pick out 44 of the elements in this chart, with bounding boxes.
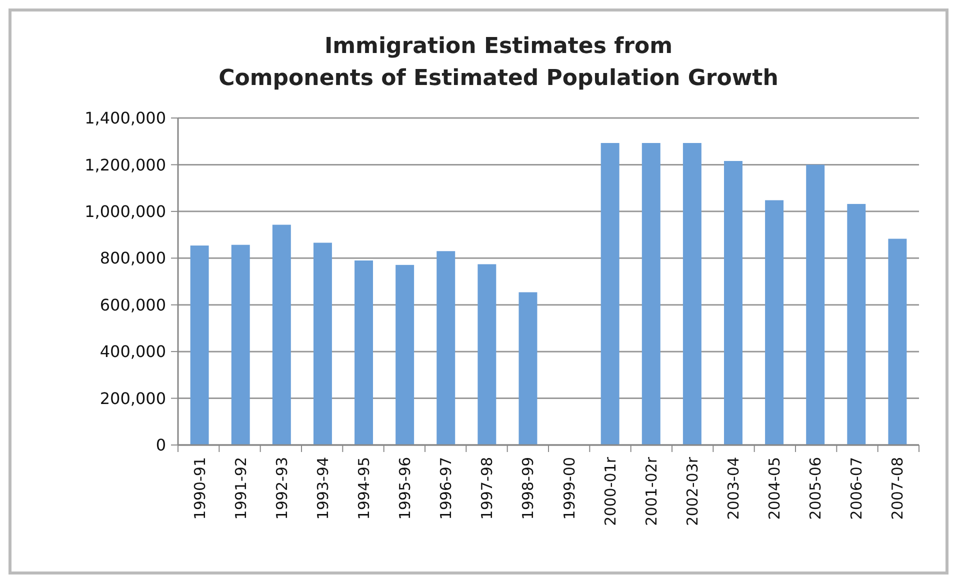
x-tick-label: 1991-92	[232, 457, 250, 520]
chart-title: Immigration Estimates from Components of Estimated Population Growth	[218, 34, 778, 91]
x-tick-label: 2000-01r	[601, 456, 620, 526]
bar	[642, 142, 660, 445]
x-tick-label: 2005-06	[806, 457, 825, 520]
y-tick-label: 1,000,000	[84, 202, 166, 222]
x-tick-label: 1999-00	[560, 457, 578, 520]
x-tick-label: 2006-07	[848, 457, 866, 520]
y-tick-label: 200,000	[100, 388, 166, 408]
bar	[396, 264, 414, 445]
x-tick-label: 2007-08	[888, 457, 907, 520]
bar	[806, 164, 825, 445]
x-tick-label: 2004-05	[766, 457, 784, 520]
bar	[724, 160, 742, 445]
y-tick-label: 1,200,000	[84, 155, 166, 174]
bar	[847, 204, 866, 445]
x-tick-label: 2001-02r	[642, 456, 660, 526]
x-tick-label: 1997-98	[478, 457, 496, 520]
x-tick-label: 1990-91	[190, 457, 209, 520]
y-tick-label: 600,000	[100, 295, 166, 314]
bar	[231, 244, 250, 445]
bar	[765, 200, 784, 445]
x-tick-label: 2002-03r	[683, 456, 702, 526]
y-tick-label: 1,400,000	[84, 108, 166, 128]
y-tick-label: 0	[156, 436, 166, 455]
bar	[436, 251, 456, 445]
y-tick-label: 800,000	[100, 248, 166, 268]
x-tick-label: 1992-93	[272, 457, 291, 520]
bar	[190, 246, 209, 445]
bar	[478, 264, 496, 445]
x-tick-label: 1993-94	[314, 457, 332, 520]
bar	[313, 242, 332, 445]
bar	[682, 142, 702, 445]
bar	[888, 238, 907, 445]
bar	[600, 142, 620, 445]
x-tick-label: 1998-99	[519, 457, 538, 520]
x-tick-label: 1994-95	[355, 457, 374, 520]
x-tick-label: 1996-97	[437, 457, 456, 520]
x-tick-label: 2003-04	[724, 457, 742, 520]
bar	[272, 224, 291, 445]
y-tick-label: 400,000	[100, 342, 166, 362]
x-tick-label: 1995-96	[396, 457, 414, 520]
bar	[354, 260, 373, 445]
bar	[518, 292, 538, 445]
